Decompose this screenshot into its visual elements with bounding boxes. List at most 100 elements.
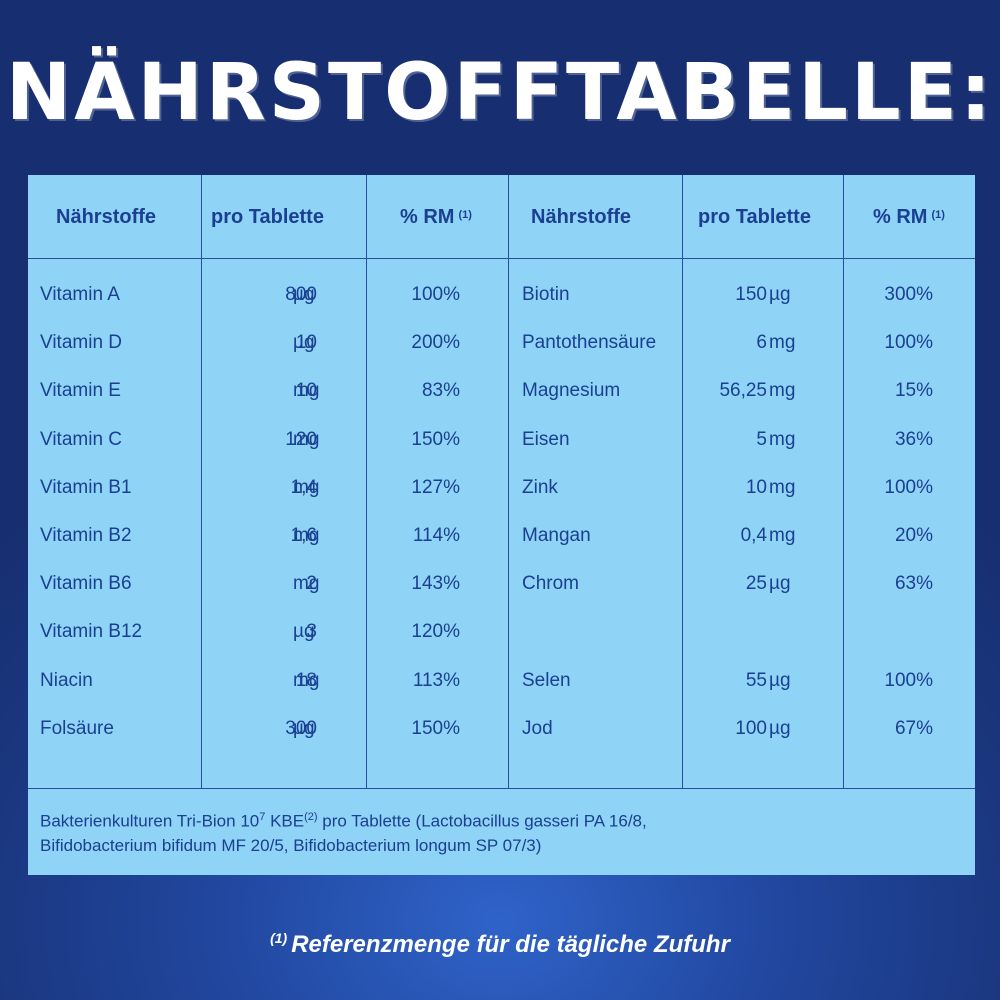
bacteria-text-1: Bakterienkulturen Tri-Bion 10 xyxy=(40,811,260,831)
header-rm-right: % RM (1) xyxy=(873,205,945,229)
nutrient-amount: 0,4 xyxy=(740,525,767,546)
nutrient-name: Pantothensäure xyxy=(522,332,657,353)
header-pro-tablette-right: pro Tablette xyxy=(698,206,811,228)
column-divider xyxy=(201,175,202,788)
bacteria-kbe: KBE xyxy=(265,811,305,831)
reference-note-text: Referenzmenge für die tägliche Zufuhr xyxy=(291,931,730,958)
header-pro-tablette-left: pro Tablette xyxy=(211,206,324,228)
nutrient-name: Vitamin C xyxy=(40,429,123,450)
nutrient-name: Zink xyxy=(522,477,558,498)
column-divider xyxy=(682,175,683,788)
nutrient-name: Vitamin B6 xyxy=(40,573,132,594)
nutrient-name: Biotin xyxy=(522,284,570,305)
nutrient-unit: µg xyxy=(293,284,315,305)
nutrient-rm: 36% xyxy=(894,429,933,450)
page-title: NÄHRSTOFFTABELLE: xyxy=(5,48,995,138)
nutrient-rm: 100% xyxy=(411,284,460,305)
bacteria-kbe-sup: (2) xyxy=(304,811,318,823)
nutrient-name: Mangan xyxy=(522,525,591,546)
bacteria-text-2: pro Tablette (Lactobacillus gasseri PA 1… xyxy=(317,811,647,831)
nutrient-unit: µg xyxy=(293,718,315,739)
nutrient-unit: µg xyxy=(293,332,315,353)
nutrient-name: Vitamin B2 xyxy=(40,525,132,546)
nutrient-rm: 300% xyxy=(884,284,933,305)
nutrient-unit: µg xyxy=(769,670,791,691)
nutrient-amount: 10 xyxy=(295,332,317,353)
nutrient-unit: mg xyxy=(769,332,796,353)
nutrient-rm: 67% xyxy=(894,718,933,739)
nutrient-rm: 100% xyxy=(884,332,933,353)
nutrient-rm: 150% xyxy=(411,429,460,450)
nutrient-unit: mg xyxy=(769,525,796,546)
nutrient-unit: mg xyxy=(293,573,320,594)
header-divider xyxy=(28,258,975,259)
bacteria-note: Bakterienkulturen Tri-Bion 107 KBE(2) pr… xyxy=(40,805,960,858)
nutrient-name: Niacin xyxy=(40,670,93,691)
nutrient-amount: 120 xyxy=(285,429,317,450)
nutrient-rm: 150% xyxy=(411,718,460,739)
nutrient-amount: 55 xyxy=(745,670,767,691)
nutrient-rm: 127% xyxy=(411,477,460,498)
header-rm-sup: (1) xyxy=(458,209,472,221)
reference-note: (1) Referenzmenge für die tägliche Zufuhr xyxy=(0,930,1000,959)
header-rm-label: % RM xyxy=(400,206,455,228)
nutrient-unit: mg xyxy=(293,429,320,450)
nutrient-rm: 63% xyxy=(894,573,933,594)
header-rm-label: % RM xyxy=(873,206,928,228)
nutrient-rm: 200% xyxy=(411,332,460,353)
nutrient-rm: 15% xyxy=(894,380,933,401)
nutrient-unit: mg xyxy=(769,380,796,401)
nutrient-unit: mg xyxy=(293,670,320,691)
nutrient-amount: 1,4 xyxy=(290,477,317,498)
nutrient-name: Vitamin E xyxy=(40,380,121,401)
reference-note-sup: (1) xyxy=(270,930,288,946)
nutrient-unit: µg xyxy=(769,284,791,305)
nutrient-name: Folsäure xyxy=(40,718,114,739)
nutrient-amount: 1,6 xyxy=(290,525,317,546)
nutrient-amount: 2 xyxy=(306,573,317,594)
nutrient-name: Magnesium xyxy=(522,380,621,401)
column-divider xyxy=(508,175,509,788)
nutrient-amount: 800 xyxy=(285,284,317,305)
nutrient-unit: µg xyxy=(293,621,315,642)
nutrient-table: Nährstoffe pro Tablette % RM (1) Nährstof… xyxy=(28,175,975,875)
header-naehrstoffe-right: Nährstoffe xyxy=(531,206,632,228)
nutrient-unit: µg xyxy=(769,573,791,594)
nutrient-name: Vitamin B12 xyxy=(40,621,143,642)
nutrient-amount: 150 xyxy=(735,284,767,305)
nutrient-amount: 10 xyxy=(295,380,317,401)
nutrient-rm: 113% xyxy=(412,670,460,691)
nutrient-amount: 100 xyxy=(735,718,767,739)
nutrient-amount: 25 xyxy=(745,573,767,594)
nutrient-amount: 18 xyxy=(295,670,317,691)
nutrient-name: Selen xyxy=(522,670,571,691)
nutrient-rm: 120% xyxy=(411,621,460,642)
nutrient-unit: mg xyxy=(769,477,796,498)
nutrient-name: Jod xyxy=(522,718,553,739)
nutrient-unit: mg xyxy=(293,477,320,498)
nutrient-rm: 100% xyxy=(884,670,933,691)
nutrient-rm: 114% xyxy=(412,525,460,546)
bacteria-exponent: 7 xyxy=(259,811,266,823)
nutrient-amount: 6 xyxy=(756,332,767,353)
header-rm-sup: (1) xyxy=(931,209,945,221)
nutrient-amount: 3 xyxy=(306,621,317,642)
nutrient-rm: 20% xyxy=(894,525,933,546)
nutrient-name: Vitamin B1 xyxy=(40,477,132,498)
nutrient-unit: mg xyxy=(293,380,320,401)
column-divider xyxy=(366,175,367,788)
header-naehrstoffe-left: Nährstoffe xyxy=(56,206,157,228)
nutrient-amount: 10 xyxy=(745,477,767,498)
header-rm-left: % RM (1) xyxy=(400,205,472,229)
nutrient-name: Vitamin A xyxy=(40,284,120,305)
nutrient-amount: 5 xyxy=(756,429,767,450)
nutrient-rm: 143% xyxy=(411,573,460,594)
nutrient-unit: mg xyxy=(293,525,320,546)
column-divider xyxy=(843,175,844,788)
nutrient-unit: mg xyxy=(769,429,796,450)
nutrient-name: Chrom xyxy=(522,573,580,594)
nutrient-amount: 56,25 xyxy=(719,380,767,401)
nutrient-name: Eisen xyxy=(522,429,570,450)
nutrient-unit: µg xyxy=(769,718,791,739)
nutrient-amount: 300 xyxy=(285,718,317,739)
